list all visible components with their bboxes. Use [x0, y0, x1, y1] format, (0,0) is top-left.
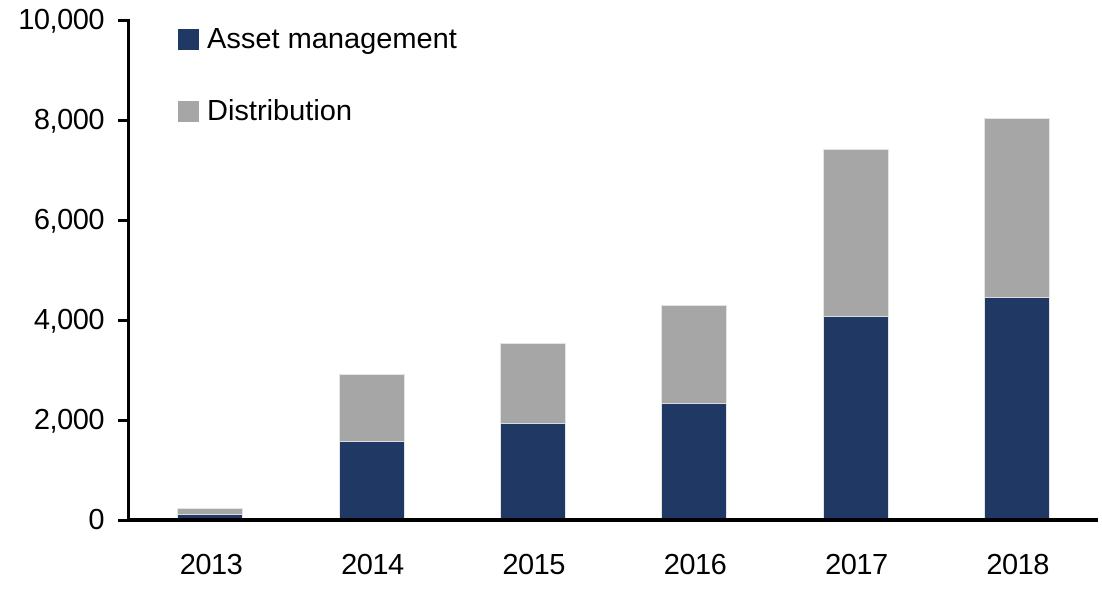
x-axis-label-2018: 2018 [986, 549, 1049, 581]
legend-swatch-icon [178, 28, 199, 50]
segment-asset-management-2014 [339, 441, 404, 519]
segment-asset-management-2015 [500, 424, 565, 519]
segment-distribution-2013 [178, 509, 243, 515]
x-axis-line [127, 518, 1098, 522]
segment-distribution-2017 [823, 149, 888, 318]
x-axis-label-2015: 2015 [502, 549, 565, 581]
y-axis-line [127, 19, 130, 521]
y-axis-tick-10000 [118, 18, 127, 22]
y-axis-label-8000: 8,000 [33, 104, 105, 136]
segment-asset-management-2013 [178, 514, 243, 519]
y-axis-label-0: 0 [88, 504, 104, 536]
bar-2014 [338, 374, 405, 520]
bar-2018 [983, 117, 1050, 520]
y-axis-label-2000: 2,000 [33, 404, 105, 436]
segment-distribution-2015 [500, 343, 565, 425]
legend-item-distribution: Distribution [178, 93, 457, 129]
legend-label: Asset management [207, 23, 457, 55]
legend-label: Distribution [207, 95, 353, 127]
y-axis-label-4000: 4,000 [33, 304, 105, 336]
segment-distribution-2016 [662, 306, 727, 405]
y-axis-label-6000: 6,000 [33, 204, 105, 236]
x-axis-label-2013: 2013 [179, 549, 243, 581]
y-axis-tick-8000 [118, 118, 127, 122]
bar-2015 [499, 342, 566, 520]
bar-2016 [661, 305, 728, 520]
legend: Asset management Distribution [178, 21, 457, 129]
y-axis-tick-4000 [118, 318, 127, 322]
y-axis-tick-2000 [118, 418, 127, 422]
y-axis-tick-0 [118, 518, 127, 522]
segment-asset-management-2017 [823, 317, 888, 519]
x-axis-label-2017: 2017 [825, 549, 888, 581]
bar-2017 [822, 148, 889, 520]
segment-distribution-2014 [339, 375, 404, 442]
segment-asset-management-2018 [984, 298, 1049, 519]
x-axis-label-2014: 2014 [341, 549, 404, 581]
x-axis-label-2016: 2016 [663, 549, 727, 581]
y-axis-label-10000: 10,000 [18, 4, 104, 36]
segment-distribution-2018 [984, 118, 1049, 299]
legend-swatch-icon [178, 100, 199, 122]
segment-asset-management-2016 [662, 404, 727, 519]
y-axis-tick-6000 [118, 218, 127, 222]
legend-item-asset-management: Asset management [178, 21, 457, 57]
